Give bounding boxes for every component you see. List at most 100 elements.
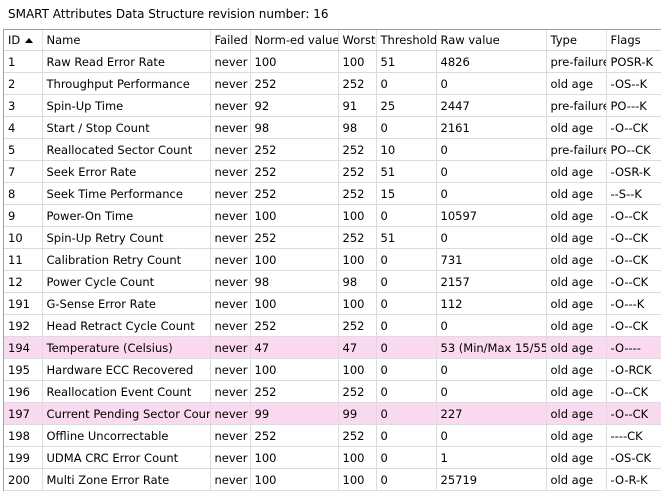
cell-failed: never — [210, 424, 251, 447]
cell-id: 1 — [4, 50, 43, 73]
cell-failed: never — [210, 50, 251, 73]
cell-normed: 252 — [250, 182, 339, 205]
table-row[interactable]: 2 Throughput Performance never 252 252 0 0 old … — [4, 72, 661, 95]
table-row[interactable]: 1 Raw Read Error Rate never 100 100 51 4826 pre… — [4, 50, 661, 73]
cell-name: Calibration Retry Count — [42, 248, 211, 271]
cell-flags: -O--CK — [606, 380, 661, 403]
cell-threshold: 0 — [376, 314, 437, 337]
table-row[interactable]: 11 Calibration Retry Count never 100 100 0 731… — [4, 248, 661, 271]
table-row[interactable]: 198 Offline Uncorrectable never 252 252 0 0 old… — [4, 424, 661, 447]
cell-failed: never — [210, 248, 251, 271]
table-row[interactable]: 8 Seek Time Performance never 252 252 15 0 old … — [4, 182, 661, 205]
table-row[interactable]: 199 UDMA CRC Error Count never 100 100 0 1 old … — [4, 446, 661, 469]
cell-id: 7 — [4, 160, 43, 183]
cell-threshold: 0 — [376, 424, 437, 447]
table-row[interactable]: 3 Spin-Up Time never 92 91 25 2447 pre-failure P… — [4, 94, 661, 117]
cell-raw: 25719 — [436, 468, 547, 491]
smart-attributes-table[interactable]: ID Name Failed Norm-ed value Worst Thres… — [3, 29, 661, 491]
cell-worst: 252 — [338, 424, 377, 447]
table-row[interactable]: 200 Multi Zone Error Rate never 100 100 0 2571… — [4, 468, 661, 491]
cell-flags: -O---- — [606, 336, 661, 359]
cell-worst: 100 — [338, 358, 377, 381]
cell-type: old age — [546, 314, 607, 337]
table-row[interactable]: 10 Spin-Up Retry Count never 252 252 51 0 old a… — [4, 226, 661, 249]
table-row[interactable]: 12 Power Cycle Count never 98 98 0 2157 old age… — [4, 270, 661, 293]
cell-id: 5 — [4, 138, 43, 161]
cell-raw: 0 — [436, 160, 547, 183]
cell-raw: 53 (Min/Max 15/55) — [436, 336, 547, 359]
cell-threshold: 0 — [376, 116, 437, 139]
cell-raw: 2161 — [436, 116, 547, 139]
cell-id: 4 — [4, 116, 43, 139]
cell-id: 8 — [4, 182, 43, 205]
column-header-raw[interactable]: Raw value — [436, 30, 547, 51]
cell-failed: never — [210, 116, 251, 139]
table-row[interactable]: 195 Hardware ECC Recovered never 100 100 0 0 ol… — [4, 358, 661, 381]
cell-id: 194 — [4, 336, 43, 359]
cell-threshold: 15 — [376, 182, 437, 205]
table-row[interactable]: 7 Seek Error Rate never 252 252 51 0 old age -OS… — [4, 160, 661, 183]
cell-id: 10 — [4, 226, 43, 249]
cell-normed: 100 — [250, 468, 339, 491]
cell-worst: 252 — [338, 314, 377, 337]
cell-name: Spin-Up Time — [42, 94, 211, 117]
table-row[interactable]: 5 Reallocated Sector Count never 252 252 10 0 p… — [4, 138, 661, 161]
table-row[interactable]: 197 Current Pending Sector Count never 99 99… — [4, 402, 661, 425]
cell-normed: 252 — [250, 226, 339, 249]
cell-id: 192 — [4, 314, 43, 337]
cell-name: Offline Uncorrectable — [42, 424, 211, 447]
cell-name: Power-On Time — [42, 204, 211, 227]
cell-failed: never — [210, 182, 251, 205]
cell-threshold: 51 — [376, 50, 437, 73]
cell-raw: 0 — [436, 226, 547, 249]
column-header-name[interactable]: Name — [42, 30, 211, 51]
cell-worst: 100 — [338, 204, 377, 227]
cell-failed: never — [210, 226, 251, 249]
table-row[interactable]: 191 G-Sense Error Rate never 100 100 0 112 old … — [4, 292, 661, 315]
cell-failed: never — [210, 358, 251, 381]
cell-id: 197 — [4, 402, 43, 425]
cell-threshold: 0 — [376, 402, 437, 425]
column-header-failed[interactable]: Failed — [210, 30, 251, 51]
cell-threshold: 51 — [376, 226, 437, 249]
cell-name: Power Cycle Count — [42, 270, 211, 293]
cell-normed: 92 — [250, 94, 339, 117]
sort-ascending-icon — [25, 38, 34, 43]
column-header-flags[interactable]: Flags — [606, 30, 661, 51]
cell-name: G-Sense Error Rate — [42, 292, 211, 315]
column-header-type[interactable]: Type — [546, 30, 607, 51]
cell-normed: 252 — [250, 160, 339, 183]
cell-worst: 252 — [338, 182, 377, 205]
table-row[interactable]: 194 Temperature (Celsius) never 47 47 0 53 (Mi… — [4, 336, 661, 359]
column-header-worst[interactable]: Worst — [338, 30, 377, 51]
cell-failed: never — [210, 204, 251, 227]
table-row[interactable]: 4 Start / Stop Count never 98 98 0 2161 old age… — [4, 116, 661, 139]
cell-name: Hardware ECC Recovered — [42, 358, 211, 381]
cell-type: old age — [546, 402, 607, 425]
table-row[interactable]: 196 Reallocation Event Count never 252 252 0 0… — [4, 380, 661, 403]
cell-type: old age — [546, 292, 607, 315]
cell-flags: -O--CK — [606, 314, 661, 337]
cell-flags: -O--CK — [606, 204, 661, 227]
cell-failed: never — [210, 72, 251, 95]
table-row[interactable]: 192 Head Retract Cycle Count never 252 252 0 0… — [4, 314, 661, 337]
cell-raw: 0 — [436, 72, 547, 95]
cell-id: 198 — [4, 424, 43, 447]
cell-type: old age — [546, 446, 607, 469]
cell-raw: 0 — [436, 182, 547, 205]
column-header-normed[interactable]: Norm-ed value — [250, 30, 339, 51]
cell-name: Temperature (Celsius) — [42, 336, 211, 359]
cell-threshold: 0 — [376, 204, 437, 227]
cell-threshold: 51 — [376, 160, 437, 183]
cell-type: old age — [546, 270, 607, 293]
column-header-threshold[interactable]: Threshold — [376, 30, 437, 51]
cell-failed: never — [210, 94, 251, 117]
cell-type: old age — [546, 468, 607, 491]
column-header-id[interactable]: ID — [4, 30, 43, 51]
cell-raw: 112 — [436, 292, 547, 315]
table-row[interactable]: 9 Power-On Time never 100 100 0 10597 old age -O… — [4, 204, 661, 227]
cell-type: old age — [546, 336, 607, 359]
cell-normed: 100 — [250, 248, 339, 271]
cell-failed: never — [210, 380, 251, 403]
cell-id: 196 — [4, 380, 43, 403]
